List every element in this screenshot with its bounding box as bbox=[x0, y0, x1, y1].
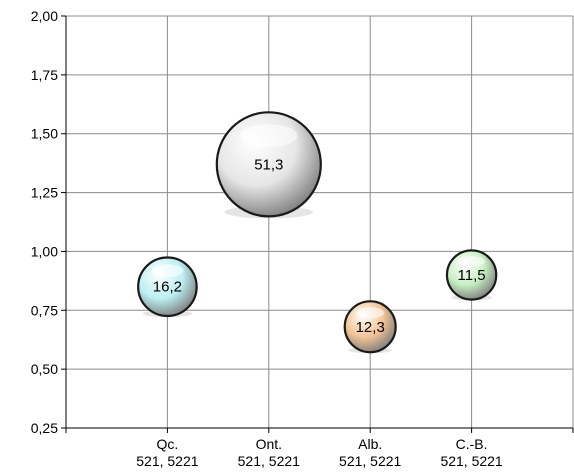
x-category-label: Alb. bbox=[358, 436, 382, 452]
label-layer: 16,2 51,3 12,3 11,5 bbox=[153, 156, 486, 335]
bubble-data-label: 51,3 bbox=[254, 156, 283, 173]
x-category-label: C.-B. bbox=[456, 436, 488, 452]
grid-layer bbox=[66, 15, 574, 429]
bubble-data-label: 12,3 bbox=[356, 319, 385, 336]
bubble-data-label: 11,5 bbox=[458, 267, 486, 284]
x-category-label: Ont. bbox=[256, 436, 282, 452]
y-tick-label: 1,50 bbox=[31, 126, 58, 142]
bubble-highlight bbox=[356, 307, 385, 319]
y-tick-label: 0,75 bbox=[31, 302, 58, 318]
x-category-label: Qc. bbox=[157, 436, 179, 452]
y-tick-label: 1,75 bbox=[31, 67, 58, 83]
axis-layer: 0,250,500,751,001,251,501,752,00Qc.521, … bbox=[31, 8, 574, 469]
x-category-sublabel: 521, 5221 bbox=[440, 453, 502, 469]
y-tick-label: 2,00 bbox=[31, 8, 58, 24]
y-tick-label: 0,50 bbox=[31, 361, 58, 377]
bubble-highlight bbox=[458, 256, 486, 267]
bubble-highlight bbox=[151, 264, 184, 278]
y-tick-label: 0,25 bbox=[31, 420, 58, 436]
bubble-data-label: 16,2 bbox=[153, 279, 182, 296]
y-tick-label: 1,00 bbox=[31, 243, 58, 259]
x-category-sublabel: 521, 5221 bbox=[238, 453, 300, 469]
bubble-highlight bbox=[240, 124, 298, 148]
bubble-layer bbox=[137, 111, 498, 354]
x-category-sublabel: 521, 5221 bbox=[136, 453, 198, 469]
x-category-sublabel: 521, 5221 bbox=[339, 453, 401, 469]
y-tick-label: 1,25 bbox=[31, 185, 58, 201]
